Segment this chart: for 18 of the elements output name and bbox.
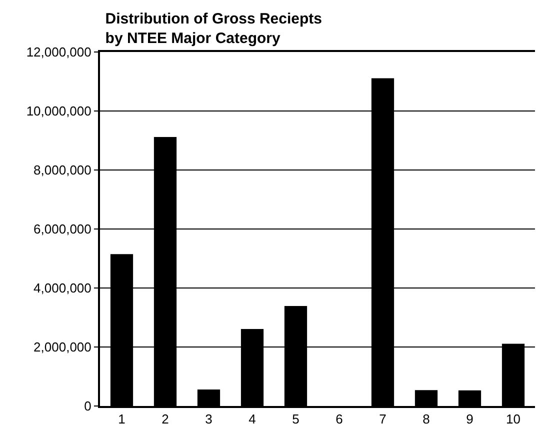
x-tick-label: 5 [292,412,300,427]
x-tick-label: 7 [379,412,386,427]
x-tick-label: 2 [162,412,169,427]
y-tick-label: 2,000,000 [34,340,92,355]
x-tick-label: 6 [336,412,343,427]
chart-title: Distribution of Gross Reciepts by NTEE Major Category [105,10,322,48]
x-tick-label: 10 [506,412,520,427]
x-tick-label: 4 [248,412,256,427]
y-tick-label: 4,000,000 [34,280,92,296]
x-tick-label: 9 [466,412,474,427]
x-tick-label: 1 [118,412,126,427]
x-tick-label: 8 [422,412,430,427]
y-tick-label: 0 [84,398,92,414]
y-tick-label: 10,000,000 [26,104,92,119]
y-tick-label: 8,000,000 [34,162,92,178]
x-tick-label: 3 [205,412,212,427]
y-tick-label: 6,000,000 [34,222,92,237]
y-tick-label: 12,000,000 [26,44,92,60]
